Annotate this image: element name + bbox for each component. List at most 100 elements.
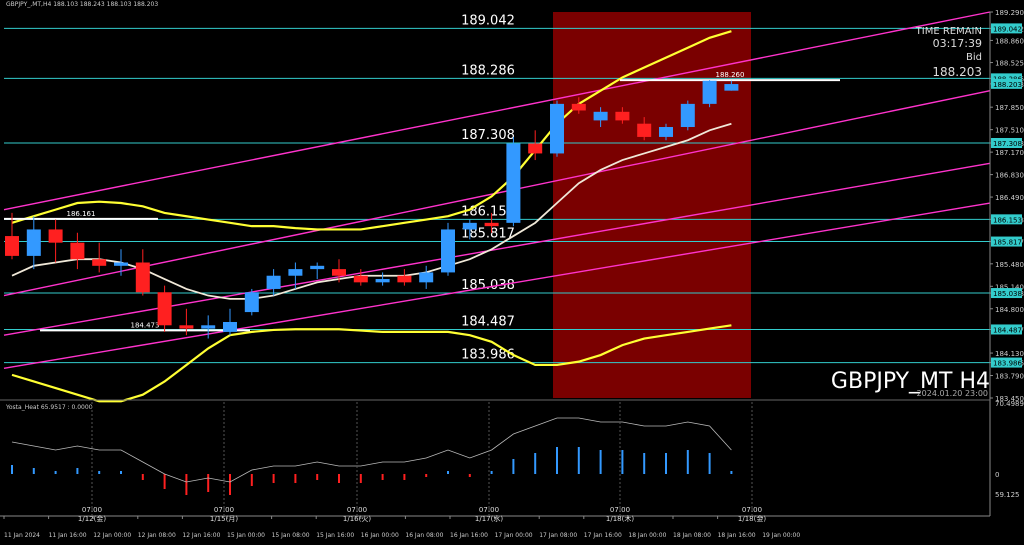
- candle-body[interactable]: [615, 111, 630, 121]
- channel-line: [3, 89, 991, 297]
- price-tick-label: 186.830: [995, 172, 1024, 180]
- price-tick-label: 183.790: [995, 373, 1024, 381]
- time-tick-label: 17 Jan 16:00: [584, 532, 622, 539]
- candle-body[interactable]: [571, 103, 586, 111]
- indicator-line: [11, 417, 732, 483]
- lower-band-yellow: [11, 324, 732, 403]
- time-tick-label: 17 Jan 00:00: [495, 532, 533, 539]
- price-tag: [991, 78, 1022, 89]
- day-time-label: 07:00: [214, 506, 234, 514]
- price-tag: [991, 214, 1022, 225]
- marked-level-label: 186.161: [67, 210, 96, 218]
- day-date-label: 1/15(月): [210, 515, 238, 523]
- price-tag: [991, 138, 1022, 149]
- candle-body[interactable]: [223, 321, 237, 332]
- channel-line: [3, 11, 991, 211]
- day-date-label: 1/17(水): [475, 514, 503, 523]
- candle-body[interactable]: [266, 275, 281, 289]
- candle-body[interactable]: [179, 325, 194, 329]
- time-tick-label: 19 Jan 00:00: [762, 532, 800, 539]
- chart-header: GBPJPY_,MT,H4 188.103 188.243 188.103 18…: [6, 1, 158, 8]
- candle-body[interactable]: [92, 259, 107, 266]
- price-tag: [991, 73, 1022, 84]
- watermark-date: 2024.01.20 23:00: [917, 389, 988, 398]
- candle-body[interactable]: [680, 103, 695, 128]
- candle-body[interactable]: [637, 123, 652, 137]
- time-tick-label: 12 Jan 08:00: [138, 532, 176, 539]
- candle-body[interactable]: [484, 222, 499, 227]
- day-time-label: 07:00: [479, 506, 499, 514]
- candle-body[interactable]: [506, 143, 521, 223]
- day-date-label: 1/18(金): [738, 514, 766, 523]
- candle-body[interactable]: [462, 222, 477, 230]
- candle-body[interactable]: [244, 292, 259, 313]
- price-tag: [991, 288, 1022, 299]
- candle-body[interactable]: [702, 80, 717, 104]
- candle-body[interactable]: [332, 269, 346, 276]
- day-date-label: 1/18(木): [606, 514, 634, 523]
- candle-body[interactable]: [288, 269, 303, 276]
- candle-body[interactable]: [157, 292, 172, 326]
- level-label: 189.042: [461, 13, 515, 28]
- time-tick-label: 18 Jan 08:00: [673, 532, 711, 539]
- price-tick-label: 187.510: [995, 127, 1024, 135]
- day-time-label: 07:00: [82, 506, 102, 514]
- candle-body[interactable]: [397, 275, 412, 283]
- level-label: 186.153: [461, 204, 515, 219]
- candle-body[interactable]: [5, 236, 19, 256]
- candle-body[interactable]: [135, 262, 150, 293]
- candle-body[interactable]: [528, 143, 543, 154]
- candle-body[interactable]: [26, 229, 41, 256]
- marked-level-label: 184.473: [131, 321, 160, 329]
- day-time-label: 07:00: [610, 506, 630, 514]
- time-tick-label: 16 Jan 00:00: [361, 532, 399, 539]
- price-tick-label: 187.170: [995, 149, 1024, 157]
- indicator-zero-label: 0: [995, 471, 999, 479]
- candle-body[interactable]: [353, 275, 368, 283]
- candle-body[interactable]: [70, 242, 85, 260]
- price-tag: [991, 23, 1022, 34]
- candle-body[interactable]: [201, 325, 216, 329]
- price-tag-label: 186.153: [993, 216, 1022, 224]
- time-tick-label: 12 Jan 00:00: [93, 532, 131, 539]
- price-tag: [991, 357, 1022, 368]
- indicator-min-label: 59.125: [995, 491, 1020, 499]
- price-tag-label: 183.986: [993, 360, 1022, 368]
- candle-body[interactable]: [114, 262, 128, 266]
- level-label: 184.487: [461, 314, 515, 329]
- candle-body[interactable]: [659, 127, 673, 137]
- candle-body[interactable]: [593, 111, 608, 121]
- level-label: 185.817: [461, 227, 515, 242]
- channel-line: [3, 202, 991, 369]
- time-tick-label: 18 Jan 00:00: [628, 532, 666, 539]
- bid-label: Bid: [966, 52, 982, 63]
- time-tick-label: 17 Jan 08:00: [539, 532, 577, 539]
- moving-average-yellow: [11, 30, 732, 231]
- indicator-max-label: 70.4989: [995, 400, 1024, 408]
- time-tick-label: 15 Jan 08:00: [272, 532, 310, 539]
- candle-body[interactable]: [419, 272, 434, 283]
- candle-body[interactable]: [441, 229, 455, 273]
- session-highlight: [553, 12, 751, 398]
- time-remain-label: TIME REMAIN: [915, 26, 982, 37]
- price-tag-label: 185.817: [993, 239, 1022, 247]
- candle-body[interactable]: [550, 103, 564, 154]
- price-tick-label: 184.800: [995, 306, 1024, 314]
- moving-average-white: [11, 122, 732, 300]
- indicator-title: Yosta_Heat 65.9517 : 0.0000: [5, 404, 93, 411]
- candle-body[interactable]: [375, 279, 390, 283]
- candle-body[interactable]: [48, 229, 63, 243]
- price-tick-label: 188.860: [995, 37, 1024, 45]
- price-tick-label: 186.490: [995, 194, 1024, 202]
- candle-body[interactable]: [310, 265, 325, 270]
- time-tick-label: 11 Jan 16:00: [49, 532, 87, 539]
- time-tick-label: 15 Jan 00:00: [227, 532, 265, 539]
- time-remain-value: 03:17:39: [933, 37, 982, 50]
- day-date-label: 1/16(火): [343, 515, 371, 523]
- price-tag: [991, 236, 1022, 247]
- bid-value: 188.203: [932, 65, 982, 79]
- candle-body[interactable]: [724, 84, 739, 91]
